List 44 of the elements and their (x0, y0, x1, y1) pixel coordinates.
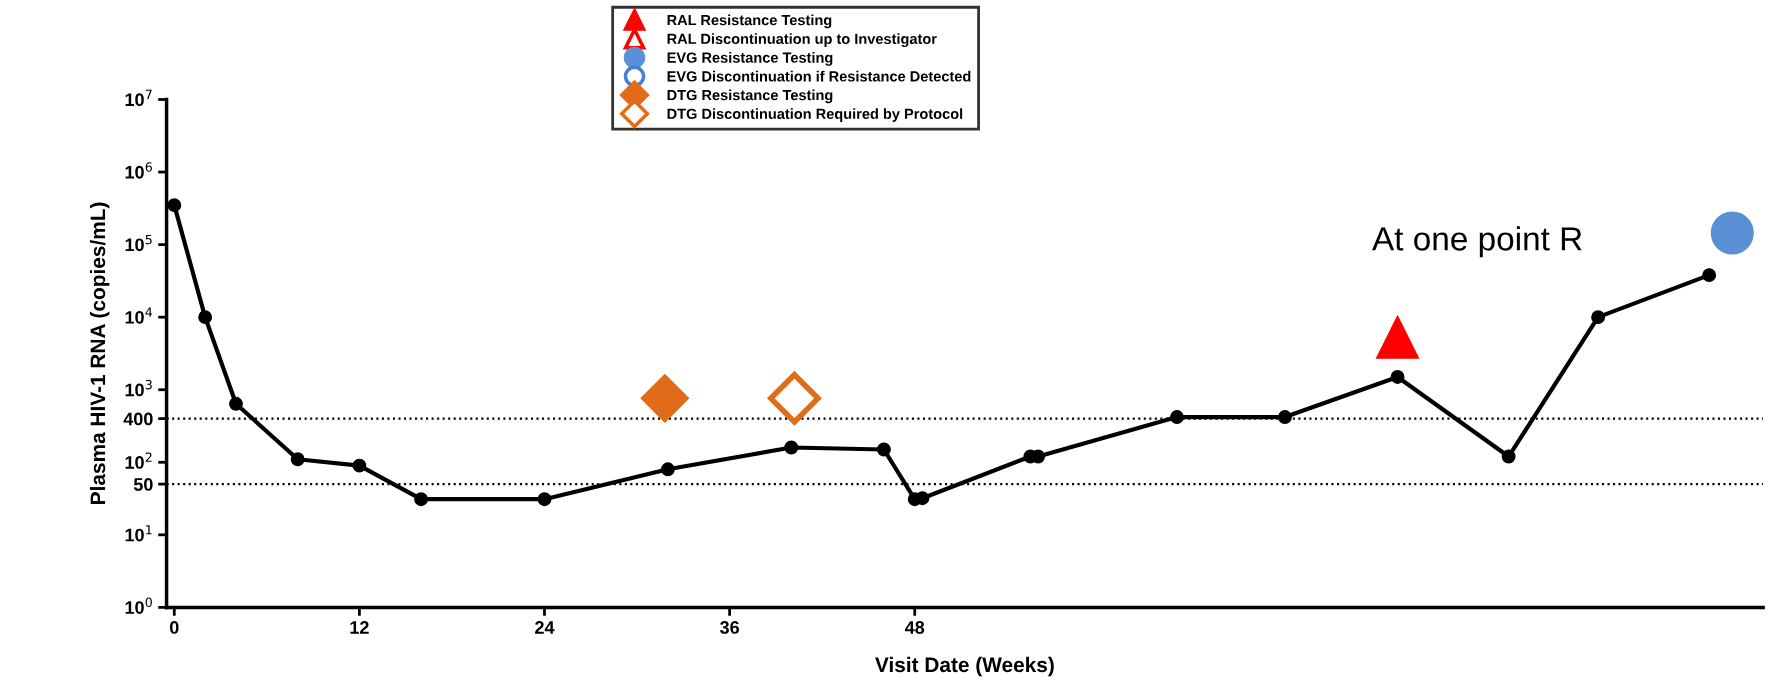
point (660, 462, 675, 477)
annotation: At one point R (1372, 226, 1582, 258)
point (1277, 410, 1292, 425)
point (414, 492, 429, 507)
point (784, 440, 799, 455)
point (1710, 211, 1754, 255)
point (1702, 268, 1717, 283)
point (1390, 370, 1405, 384)
point (1591, 310, 1606, 325)
point (1376, 315, 1420, 359)
point (198, 310, 213, 325)
point (876, 442, 891, 457)
point (1170, 410, 1184, 425)
x-tick-label: 48 (904, 621, 925, 634)
y-axis-title: Plasma HIV-1 RNA (copies/mL) (89, 202, 110, 504)
point (640, 374, 690, 423)
legend-label: RAL Discontinuation up to Investigator (667, 33, 937, 47)
y-tick-label: 10$^{4}$ (125, 307, 153, 324)
point (1501, 449, 1516, 464)
y-tick-label: 10$^{5}$ (125, 234, 152, 252)
point (167, 198, 182, 213)
x-tick-label: 12 (350, 621, 369, 634)
x-tick-label: 0 (169, 621, 179, 634)
legend-label: EVG Discontinuation if Resistance Detected (667, 70, 971, 82)
x-tick-label: 36 (719, 621, 739, 634)
y-tick-label: 50 (133, 478, 153, 491)
y-tick-label: 10$^{2}$ (125, 452, 152, 469)
point (537, 492, 552, 507)
y-tick-label: 10$^{6}$ (125, 162, 152, 179)
point (352, 458, 367, 473)
y-tick-label: 400 (123, 412, 153, 426)
y-tick-label: 10$^{7}$ (125, 89, 152, 107)
point (229, 396, 243, 411)
legend-label: RAL Resistance Testing (667, 14, 832, 29)
x-axis-title: Visit Date (Weeks) (875, 656, 1054, 677)
legend-label: DTG Discontinuation Required by Protocol (667, 108, 963, 122)
x-tick-label: 24 (535, 621, 555, 634)
y-tick-label: 10$^{1}$ (125, 525, 152, 542)
legend-label: EVG Resistance Testing (667, 52, 833, 66)
point (290, 452, 305, 467)
y-tick-label: 10$^{0}$ (125, 597, 152, 614)
y-tick-label: 10$^{3}$ (125, 379, 152, 397)
legend-label: DTG Resistance Testing (667, 89, 833, 104)
point (768, 372, 821, 425)
